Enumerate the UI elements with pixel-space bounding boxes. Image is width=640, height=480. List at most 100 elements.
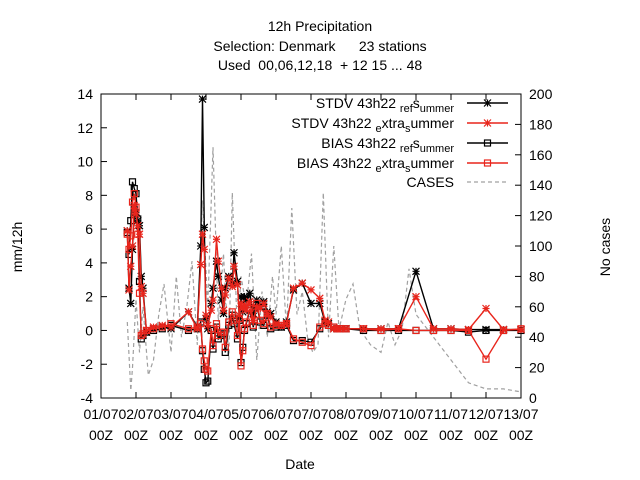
x-tick-label-date: 10/07 (398, 406, 433, 422)
data-point-3 (263, 309, 271, 318)
data-point-1 (256, 304, 265, 313)
data-point-3 (198, 345, 207, 353)
legend-entry-label: CASES (407, 174, 454, 190)
data-point-3 (240, 325, 249, 333)
y2-axis-label: No cases (597, 217, 613, 277)
y-tick-label: 2 (85, 289, 93, 305)
data-point-2 (204, 377, 212, 385)
legend-entry-label: STDV 43h22 refsummer (316, 95, 454, 115)
data-point-0 (198, 95, 207, 103)
x-tick-label-date: 09/07 (363, 406, 398, 422)
x-tick-label-date: 07/07 (293, 406, 328, 422)
data-point-1 (499, 325, 508, 334)
data-point-1 (464, 325, 473, 334)
x-tick-label-date: 11/07 (434, 406, 468, 422)
title-line-2: Selection: Denmark 23 stations (213, 38, 427, 54)
data-point-3 (221, 343, 229, 351)
data-point-3 (167, 320, 175, 328)
data-point-3 (158, 323, 166, 331)
y-tick-label: -4 (81, 390, 94, 406)
data-point-3 (132, 203, 140, 211)
data-point-3 (277, 321, 285, 329)
data-point-3 (237, 362, 245, 370)
data-point-3 (130, 190, 138, 198)
x-tick-label-hour: 00Z (194, 427, 219, 443)
data-point-0 (230, 248, 238, 257)
data-point-3 (125, 245, 133, 253)
data-point-2 (202, 379, 210, 387)
data-point-1 (135, 230, 144, 239)
y2-tick-label: 0 (529, 390, 537, 406)
legend-marker (483, 99, 492, 107)
x-tick-label-date: 12/07 (468, 406, 503, 422)
data-point-3 (249, 321, 257, 329)
x-tick-label-hour: 00Z (474, 427, 499, 443)
data-point-2 (482, 326, 490, 335)
y2-tick-label: 40 (529, 329, 545, 345)
x-tick-label-date: 13/07 (503, 406, 538, 422)
data-point-0 (242, 296, 251, 304)
data-point-1 (193, 324, 202, 333)
y2-tick-label: 180 (529, 116, 553, 132)
y-tick-label: 4 (85, 255, 93, 271)
legend-entry-label: BIAS 43h22 refsummer (321, 135, 454, 155)
y-tick-label: 10 (77, 154, 93, 170)
y-tick-label: 8 (85, 187, 93, 203)
data-point-3 (127, 232, 135, 240)
data-point-3 (209, 342, 217, 350)
data-point-0 (217, 296, 226, 304)
legend-marker (483, 139, 492, 147)
y-tick-label: 14 (77, 86, 93, 102)
data-point-1 (307, 285, 315, 294)
data-point-0 (315, 299, 324, 308)
data-point-3 (324, 321, 333, 329)
data-point-3 (342, 325, 350, 333)
data-point-3 (184, 325, 193, 333)
x-tick-label-hour: 00Z (509, 427, 534, 443)
data-point-1 (184, 307, 193, 316)
x-tick-label-hour: 00Z (404, 427, 429, 443)
data-point-0 (214, 272, 223, 281)
legend-marker (483, 159, 492, 167)
data-point-1 (233, 280, 242, 289)
x-tick-label-date: 05/07 (223, 406, 258, 422)
x-tick-label-date: 04/07 (188, 406, 223, 422)
data-point-3 (135, 289, 144, 297)
data-point-3 (412, 326, 420, 335)
data-point-1 (207, 306, 216, 315)
data-point-3 (482, 355, 490, 363)
data-point-3 (219, 328, 228, 336)
data-point-3 (337, 325, 345, 333)
title-line-3: Used 00,06,12,18 + 12 15 ... 48 (217, 57, 423, 73)
y2-tick-label: 120 (529, 208, 553, 224)
data-point-1 (219, 306, 228, 315)
data-point-1 (240, 301, 249, 310)
data-point-1 (125, 285, 133, 294)
data-point-1 (224, 274, 233, 283)
data-point-2 (128, 178, 137, 186)
legend-entry-label: STDV 43h22 extrasummer (291, 115, 454, 135)
data-point-3 (207, 325, 215, 333)
y-tick-label: 0 (85, 322, 93, 338)
data-point-0 (207, 299, 216, 308)
data-point-1 (212, 235, 221, 244)
data-point-1 (289, 284, 298, 293)
data-point-0 (245, 289, 254, 298)
x-tick-label-date: 03/07 (153, 406, 188, 422)
y2-tick-label: 160 (529, 147, 553, 163)
data-point-3 (204, 367, 212, 375)
data-point-1 (137, 282, 146, 291)
data-point-3 (517, 325, 525, 333)
plot-frame (100, 93, 522, 399)
data-point-3 (235, 315, 243, 323)
data-point-1 (259, 299, 268, 308)
data-point-3 (253, 299, 261, 308)
data-point-1 (214, 257, 223, 266)
legend-marker (483, 119, 492, 127)
x-tick-label-date: 06/07 (258, 406, 293, 422)
x-tick-label-hour: 00Z (439, 427, 464, 443)
title-line-1: 12h Precipitation (267, 18, 373, 34)
data-point-0 (240, 292, 249, 301)
data-point-3 (447, 326, 455, 335)
data-point-0 (126, 299, 135, 308)
